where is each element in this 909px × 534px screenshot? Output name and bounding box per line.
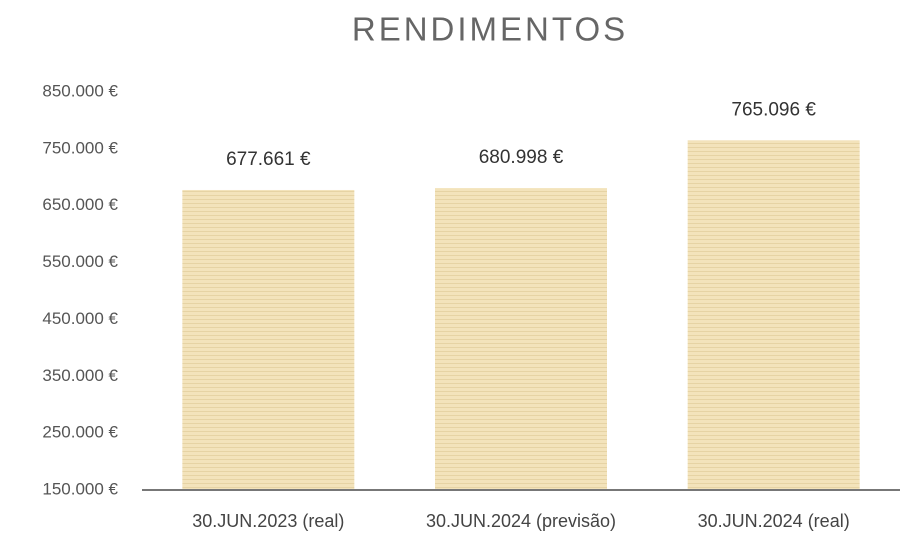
y-tick-label: 250.000 €	[42, 423, 118, 442]
bar	[435, 188, 607, 490]
y-tick-label: 450.000 €	[42, 309, 118, 328]
bar	[687, 140, 860, 490]
chart-title: RENDIMENTOS	[352, 11, 628, 48]
y-tick-label: 650.000 €	[42, 195, 118, 214]
bar	[182, 189, 355, 490]
y-tick-label: 750.000 €	[42, 138, 118, 157]
y-tick-label: 150.000 €	[42, 479, 118, 498]
y-tick-label: 550.000 €	[42, 252, 118, 271]
y-tick-label: 350.000 €	[42, 366, 118, 385]
value-label: 677.661 €	[226, 149, 311, 170]
x-tick-label: 30.JUN.2023 (real)	[192, 511, 344, 531]
y-tick-label: 850.000 €	[42, 81, 118, 100]
x-tick-label: 30.JUN.2024 (real)	[698, 511, 850, 531]
x-tick-label: 30.JUN.2024 (previsão)	[426, 511, 616, 531]
value-label: 680.998 €	[479, 147, 564, 168]
value-label: 765.096 €	[731, 99, 816, 120]
